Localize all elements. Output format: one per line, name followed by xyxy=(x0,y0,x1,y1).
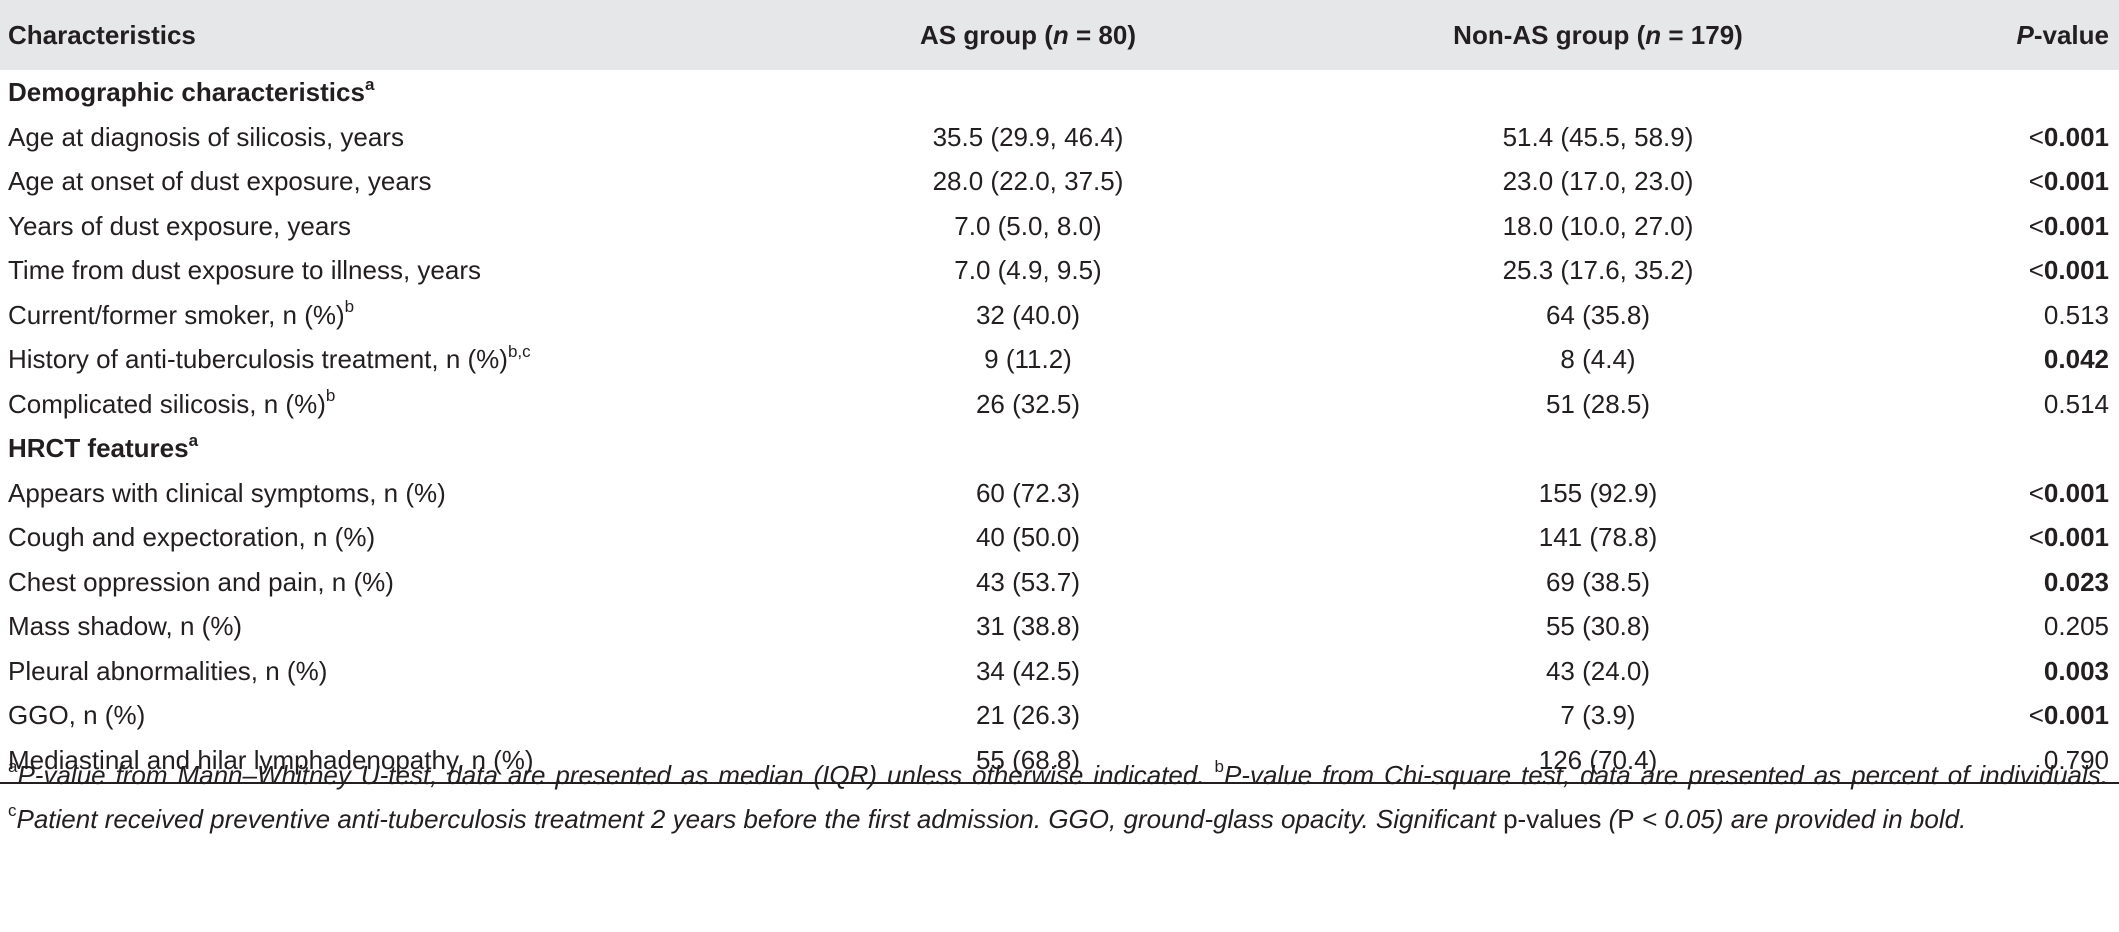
table-row: Age at diagnosis of silicosis, years 35.… xyxy=(0,115,2119,160)
row-label: Age at onset of dust exposure, years xyxy=(8,166,432,197)
footnote-paren: ( xyxy=(1601,804,1618,834)
footnote-p-letter: P xyxy=(1617,804,1635,834)
p-value: <0.001 xyxy=(2028,700,2109,731)
row-label: Chest oppression and pain, n (%) xyxy=(8,566,394,597)
footnote-threshold: < 0.05) are provided in bold. xyxy=(1634,804,1967,834)
p-value: <0.001 xyxy=(2028,210,2109,241)
row-label: Years of dust exposure, years xyxy=(8,210,352,241)
as-value: 35.5 (29.9, 46.4) xyxy=(932,121,1124,152)
row-label: Complicated silicosis, n (%)b xyxy=(8,386,336,419)
row-label: Pleural abnormalities, n (%) xyxy=(8,655,328,686)
table-row: GGO, n (%) 21 (26.3) 7 (3.9) <0.001 xyxy=(0,693,2119,738)
as-value: 31 (38.8) xyxy=(975,611,1081,642)
as-value: 28.0 (22.0, 37.5) xyxy=(932,166,1124,197)
p-value: 0.513 xyxy=(2043,299,2109,330)
section-label: HRCT featuresa xyxy=(8,430,199,464)
table-row: Cough and expectoration, n (%) 40 (50.0)… xyxy=(0,515,2119,560)
table-row: Complicated silicosis, n (%)b 26 (32.5) … xyxy=(0,382,2119,427)
non-as-value: 18.0 (10.0, 27.0) xyxy=(1502,210,1694,241)
row-label: GGO, n (%) xyxy=(8,700,146,731)
non-as-value: 8 (4.4) xyxy=(1560,344,1636,375)
non-as-value: 55 (30.8) xyxy=(1545,611,1651,642)
as-value: 7.0 (4.9, 9.5) xyxy=(954,255,1102,286)
non-as-value: 51 (28.5) xyxy=(1545,388,1651,419)
p-value: <0.001 xyxy=(2028,477,2109,508)
table-row: Time from dust exposure to illness, year… xyxy=(0,248,2119,293)
as-value: 55 (68.8) xyxy=(768,737,1288,784)
p-value: 0.042 xyxy=(2043,344,2109,375)
non-as-value: 155 (92.9) xyxy=(1538,477,1658,508)
row-label: Time from dust exposure to illness, year… xyxy=(8,255,481,286)
non-as-value: 141 (78.8) xyxy=(1538,522,1658,553)
section-row-hrct: HRCT featuresa xyxy=(0,426,2119,471)
table-row: Mass shadow, n (%) 31 (38.8) 55 (30.8) 0… xyxy=(0,604,2119,649)
p-value: <0.001 xyxy=(2028,121,2109,152)
footnote-c: Patient received preventive anti-tubercu… xyxy=(16,804,1504,834)
footnote-a: P-value from Mann–Whitney U-test, data a… xyxy=(17,760,1215,790)
table-header-row: Characteristics AS group (n = 80) Non-AS… xyxy=(0,0,2119,70)
table-footnotes: aP-value from Mann–Whitney U-test, data … xyxy=(8,753,2108,841)
footnote-c-marker: c xyxy=(8,801,17,821)
as-value: 43 (53.7) xyxy=(975,566,1081,597)
non-as-value: 126 (70.4) xyxy=(1288,737,1908,784)
table-row: Years of dust exposure, years 7.0 (5.0, … xyxy=(0,204,2119,249)
p-value: <0.001 xyxy=(2028,255,2109,286)
footnote-p-values: p-values xyxy=(1503,804,1602,834)
header-characteristics: Characteristics xyxy=(8,20,196,50)
non-as-value: 69 (38.5) xyxy=(1545,566,1651,597)
p-value: 0.790 xyxy=(1908,737,2119,784)
row-label: Cough and expectoration, n (%) xyxy=(8,522,376,553)
row-label: Age at diagnosis of silicosis, years xyxy=(8,121,404,152)
non-as-value: 64 (35.8) xyxy=(1545,299,1651,330)
header-as-group: AS group (n = 80) xyxy=(920,20,1136,50)
section-row-demographic: Demographic characteristicsa xyxy=(0,70,2119,115)
non-as-value: 7 (3.9) xyxy=(1560,700,1636,731)
table-row: Age at onset of dust exposure, years 28.… xyxy=(0,159,2119,204)
as-value: 34 (42.5) xyxy=(975,655,1081,686)
table-row: Chest oppression and pain, n (%) 43 (53.… xyxy=(0,560,2119,605)
row-label: Mass shadow, n (%) xyxy=(8,611,243,642)
table-row: Pleural abnormalities, n (%) 34 (42.5) 4… xyxy=(0,649,2119,694)
non-as-value: 25.3 (17.6, 35.2) xyxy=(1502,255,1694,286)
p-value: 0.205 xyxy=(2043,611,2109,642)
table-row: History of anti-tuberculosis treatment, … xyxy=(0,337,2119,382)
p-value: 0.023 xyxy=(2043,566,2109,597)
table-row: Current/former smoker, n (%)b 32 (40.0) … xyxy=(0,293,2119,338)
row-label: Current/former smoker, n (%)b xyxy=(8,297,355,330)
table-row: Mediastinal and hilar lymphadenopathy, n… xyxy=(0,737,2119,784)
header-p-value: P-value xyxy=(2016,20,2110,50)
p-value: <0.001 xyxy=(2028,166,2109,197)
footnote-b: P-value from Chi-square test, data are p… xyxy=(1223,760,2108,790)
section-label: Demographic characteristicsa xyxy=(8,74,375,108)
as-value: 7.0 (5.0, 8.0) xyxy=(954,210,1102,241)
non-as-value: 23.0 (17.0, 23.0) xyxy=(1502,166,1694,197)
as-value: 60 (72.3) xyxy=(975,477,1081,508)
as-value: 21 (26.3) xyxy=(975,700,1081,731)
characteristics-table: Characteristics AS group (n = 80) Non-AS… xyxy=(0,0,2119,784)
row-label: History of anti-tuberculosis treatment, … xyxy=(8,341,531,375)
footnote-b-marker: b xyxy=(1214,757,1224,777)
row-label: Appears with clinical symptoms, n (%) xyxy=(8,477,446,508)
as-value: 26 (32.5) xyxy=(975,388,1081,419)
footnote-a-marker: a xyxy=(8,757,18,777)
p-value: <0.001 xyxy=(2028,522,2109,553)
non-as-value: 43 (24.0) xyxy=(1545,655,1651,686)
table-row: Appears with clinical symptoms, n (%) 60… xyxy=(0,471,2119,516)
as-value: 40 (50.0) xyxy=(975,522,1081,553)
as-value: 9 (11.2) xyxy=(984,344,1072,375)
p-value: 0.514 xyxy=(2043,388,2109,419)
non-as-value: 51.4 (45.5, 58.9) xyxy=(1502,121,1694,152)
header-non-as-group: Non-AS group (n = 179) xyxy=(1453,20,1743,50)
p-value: 0.003 xyxy=(2043,655,2109,686)
as-value: 32 (40.0) xyxy=(975,299,1081,330)
row-label: Mediastinal and hilar lymphadenopathy, n… xyxy=(0,737,768,784)
